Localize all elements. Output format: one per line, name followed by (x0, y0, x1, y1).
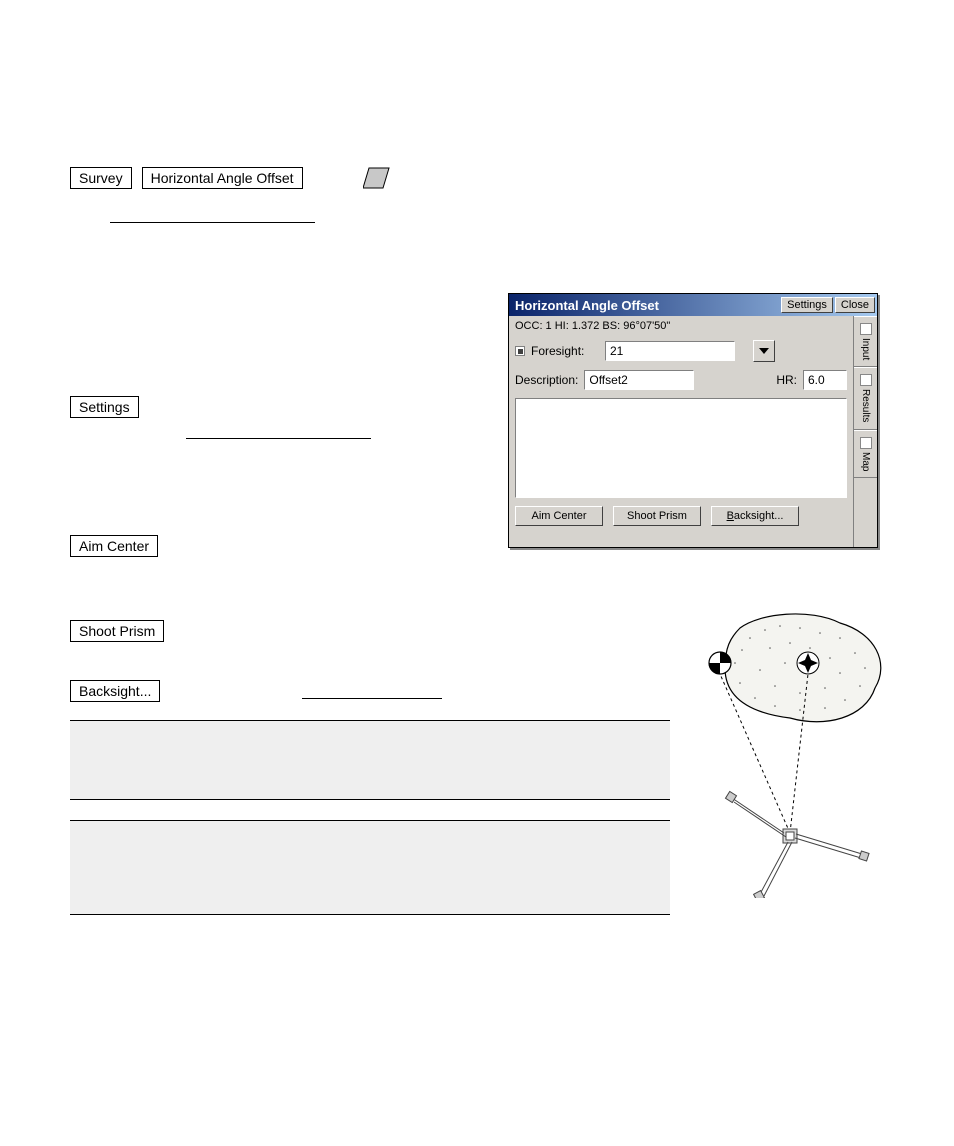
survey-illustration (680, 608, 900, 898)
dialog-title: Horizontal Angle Offset (515, 298, 659, 313)
side-tab-input[interactable]: Input (854, 316, 877, 367)
side-tab-input-label: Input (860, 338, 871, 360)
underline-1 (110, 222, 315, 223)
side-tab-map[interactable]: Map (854, 430, 877, 478)
aim-center-button[interactable]: Aim Center (70, 535, 158, 557)
hao-dialog: Horizontal Angle Offset Settings Close O… (508, 293, 878, 548)
results-tab-icon (860, 374, 872, 386)
results-list-area (515, 398, 847, 498)
dialog-titlebar: Horizontal Angle Offset Settings Close (509, 294, 877, 316)
dialog-backsight-button[interactable]: Backsight... (711, 506, 799, 526)
foresight-input[interactable]: 21 (605, 341, 735, 361)
dialog-close-button[interactable]: Close (835, 297, 875, 313)
grey-box-1 (70, 720, 670, 800)
dialog-main: OCC: 1 HI: 1.372 BS: 96°07'50" Foresight… (509, 316, 853, 547)
backsight-button[interactable]: Backsight... (70, 680, 160, 702)
dialog-settings-button[interactable]: Settings (781, 297, 833, 313)
survey-button[interactable]: Survey (70, 167, 132, 189)
chevron-down-icon (759, 348, 769, 354)
side-tab-results[interactable]: Results (854, 367, 877, 429)
map-tab-icon (860, 437, 872, 449)
description-label: Description: (515, 373, 578, 387)
foresight-row: Foresight: 21 (515, 340, 847, 362)
underline-3 (302, 698, 442, 699)
occ-info-line: OCC: 1 HI: 1.372 BS: 96°07'50" (515, 320, 847, 332)
settings-button[interactable]: Settings (70, 396, 139, 418)
side-tab-map-label: Map (860, 452, 871, 471)
grey-box-2 (70, 820, 670, 915)
underline-2 (186, 438, 371, 439)
hr-label: HR: (776, 373, 797, 387)
foresight-dropdown-button[interactable] (753, 340, 775, 362)
top-menu-row: Survey Horizontal Angle Offset (70, 166, 391, 190)
foresight-label: Foresight: (531, 344, 599, 358)
dialog-aim-center-button[interactable]: Aim Center (515, 506, 603, 526)
trapezoid-icon (363, 166, 391, 190)
dialog-button-row: Aim Center Shoot Prism Backsight... (515, 504, 847, 528)
dialog-shoot-prism-button[interactable]: Shoot Prism (613, 506, 701, 526)
dialog-side-tabs: Input Results Map (853, 316, 877, 547)
side-tab-results-label: Results (860, 389, 871, 422)
hao-button[interactable]: Horizontal Angle Offset (142, 167, 303, 189)
description-input[interactable]: Offset2 (584, 370, 694, 390)
foresight-checkbox[interactable] (515, 346, 525, 356)
input-tab-icon (860, 323, 872, 335)
shoot-prism-button[interactable]: Shoot Prism (70, 620, 164, 642)
hr-input[interactable]: 6.0 (803, 370, 847, 390)
description-row: Description: Offset2 HR: 6.0 (515, 370, 847, 390)
